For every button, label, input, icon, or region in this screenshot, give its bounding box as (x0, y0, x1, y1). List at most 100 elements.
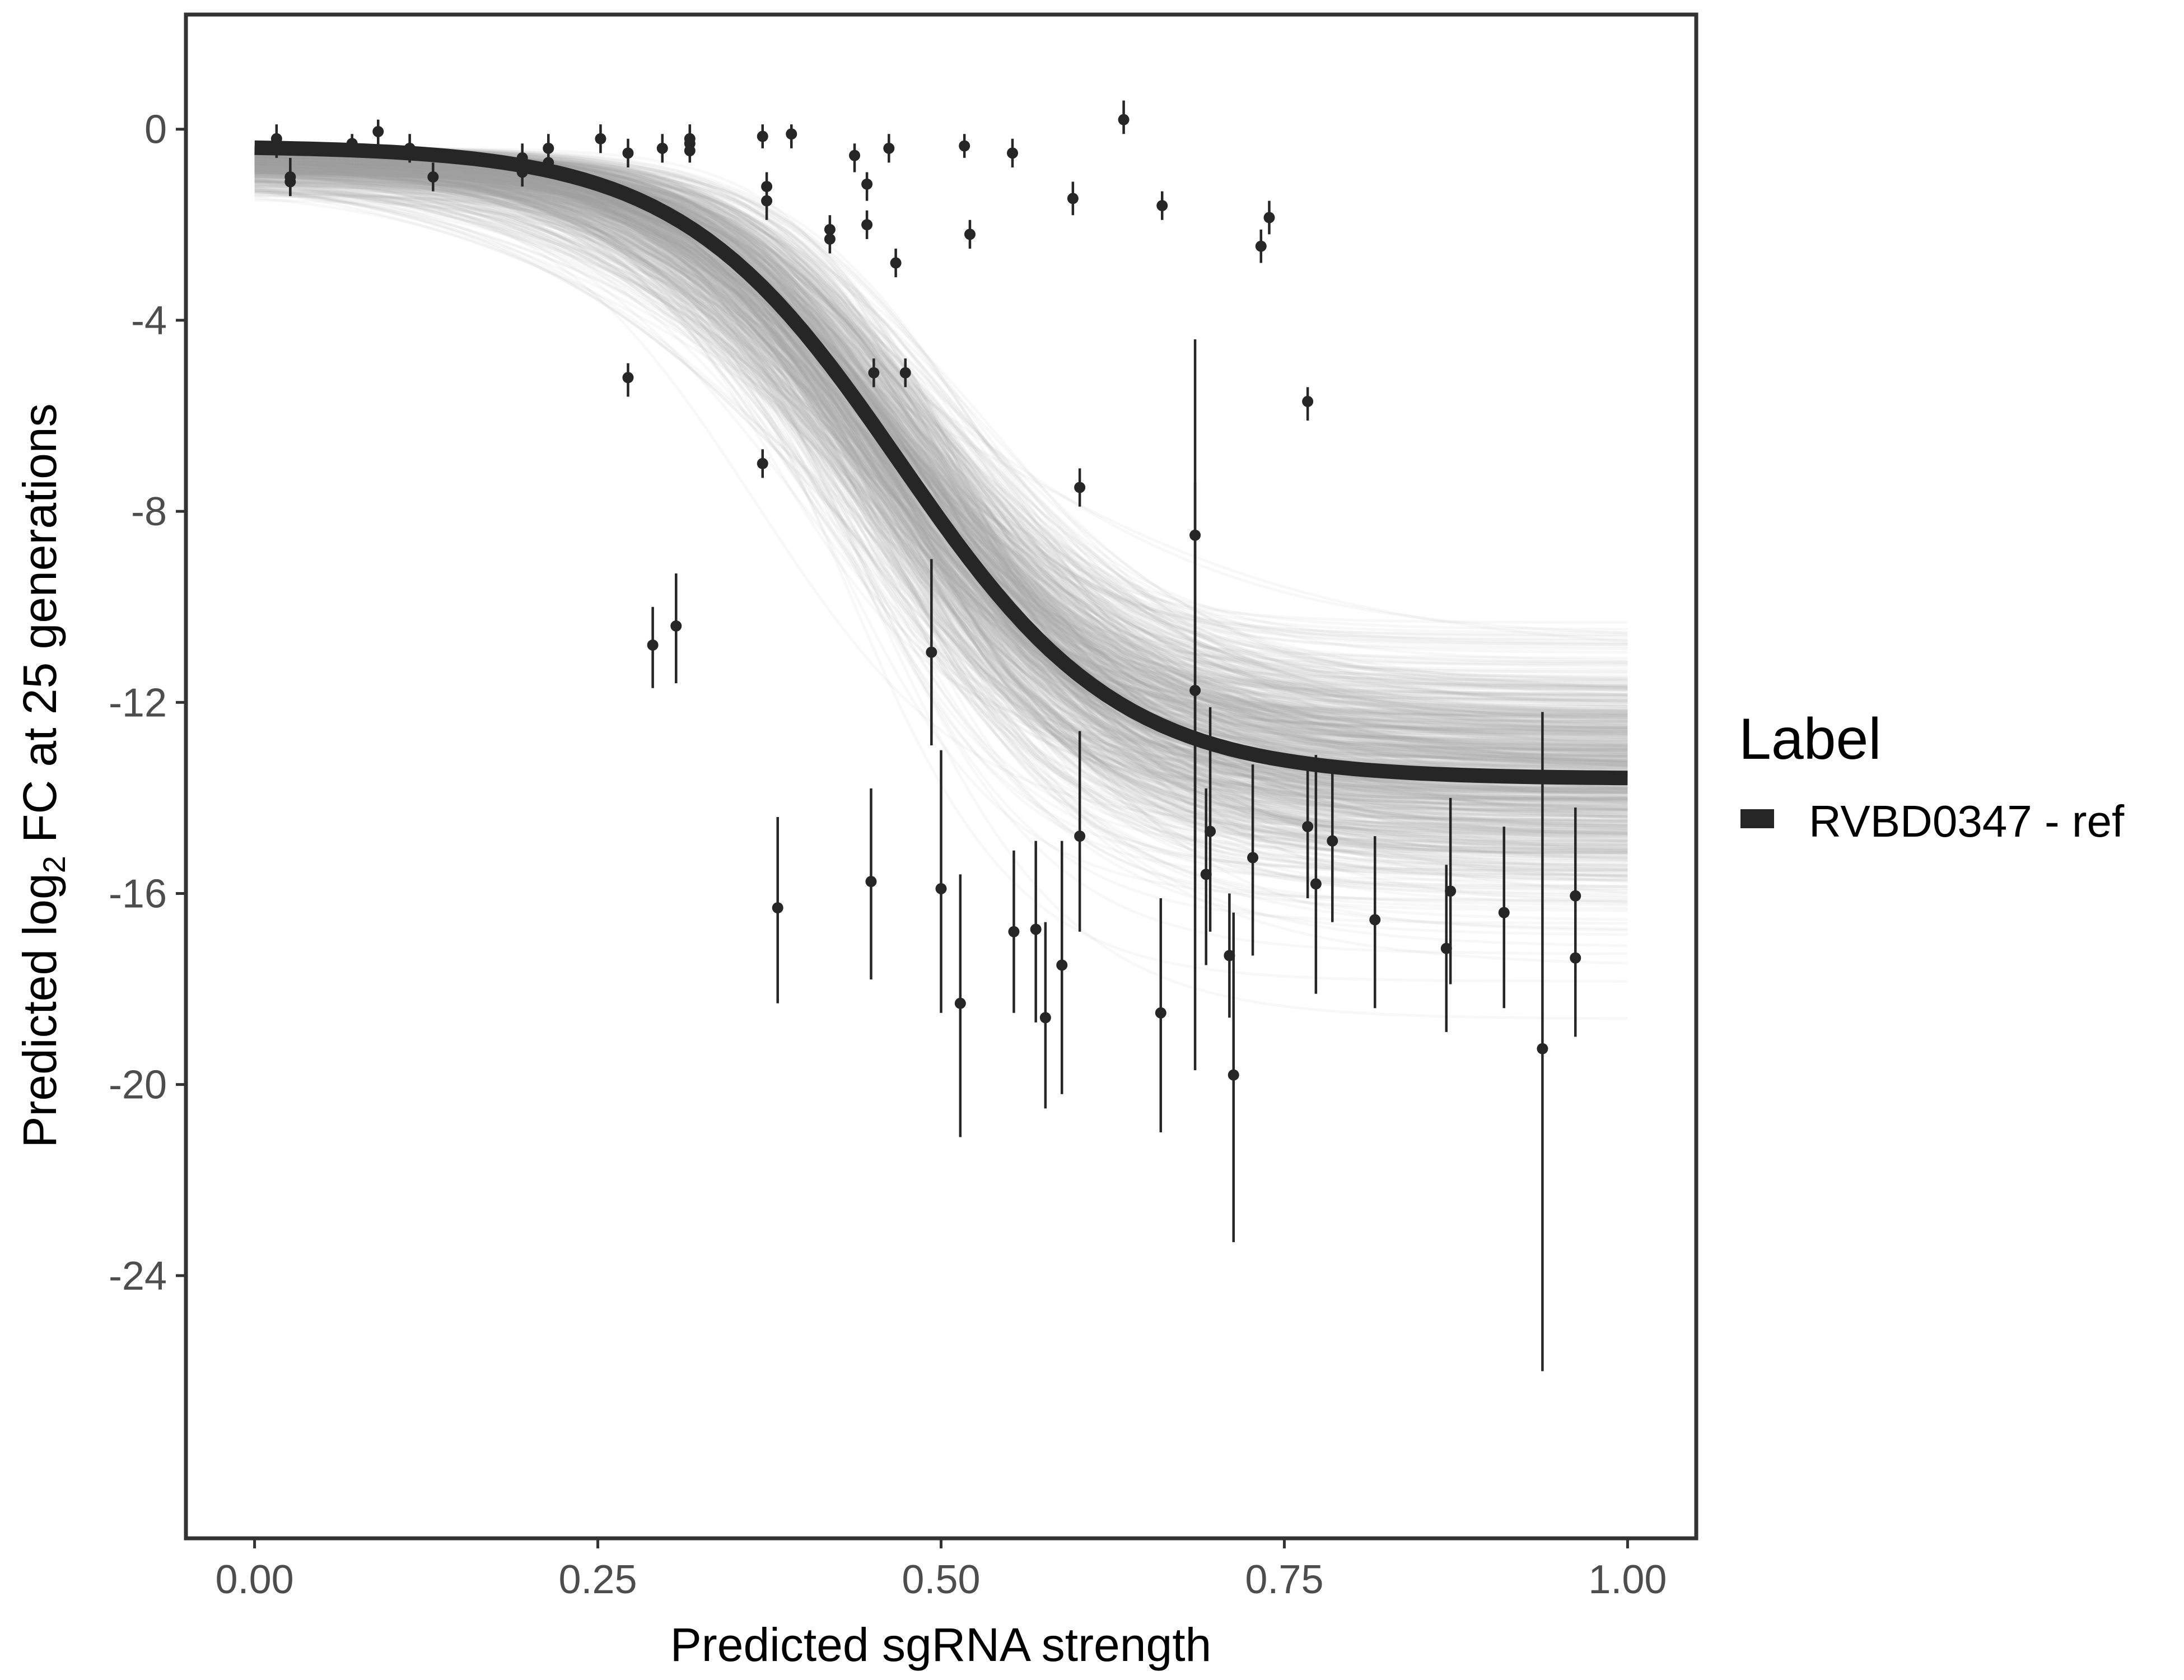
posterior-draw-line (254, 156, 1628, 758)
posterior-draw-line (254, 180, 1628, 852)
posterior-draw-line (254, 193, 1628, 766)
legend-entry-label: RVBD0347 - ref (1809, 796, 2125, 846)
posterior-draw-line (254, 157, 1628, 746)
posterior-draw-line (254, 158, 1628, 817)
posterior-draw-line (254, 157, 1628, 635)
data-point (1056, 959, 1068, 971)
posterior-draw-line (254, 154, 1628, 750)
posterior-draw-line (254, 150, 1628, 802)
posterior-draw-line (254, 162, 1628, 737)
posterior-draw-line (254, 169, 1628, 872)
posterior-draw-line (254, 155, 1628, 832)
x-tick-label: 0.25 (558, 1557, 637, 1602)
posterior-draw-line (254, 146, 1628, 764)
posterior-draw-line (254, 157, 1628, 749)
x-tick-label: 0.00 (216, 1557, 294, 1602)
x-axis-title: Predicted sgRNA strength (670, 1618, 1212, 1671)
posterior-draw-line (254, 175, 1628, 711)
posterior-draw-line (254, 161, 1628, 854)
posterior-draw-line (254, 166, 1628, 786)
posterior-draw-line (254, 163, 1628, 682)
posterior-draw-line (254, 151, 1628, 749)
posterior-draw-line (254, 166, 1628, 834)
posterior-draw-line (254, 157, 1628, 851)
posterior-draw-line (254, 167, 1628, 839)
posterior-draw-line (254, 176, 1628, 750)
posterior-draw-line (254, 189, 1628, 764)
posterior-draw-line (254, 171, 1628, 731)
posterior-draw-line (254, 162, 1628, 787)
posterior-draw-line (254, 162, 1628, 764)
data-point (865, 876, 877, 888)
data-point (1067, 193, 1079, 204)
posterior-draw-line (254, 152, 1628, 854)
posterior-draw-line (254, 156, 1628, 823)
posterior-draw-line (254, 182, 1628, 884)
posterior-draw-line (254, 167, 1628, 768)
data-point (849, 150, 861, 161)
posterior-draw-line (254, 158, 1628, 732)
posterior-draw-line (254, 165, 1628, 703)
posterior-draw-line (254, 167, 1628, 767)
data-point (1302, 821, 1314, 833)
x-tick-label: 0.75 (1245, 1557, 1323, 1602)
posterior-draw-line (254, 147, 1628, 731)
posterior-draw-line (254, 177, 1628, 824)
posterior-draw-line (254, 163, 1628, 767)
data-point (622, 372, 634, 384)
posterior-draw-line (254, 151, 1628, 727)
posterior-draw-line (254, 162, 1628, 703)
x-axis: 0.00 0.25 0.50 0.75 1.00 (216, 1538, 1667, 1602)
posterior-draw-line (254, 174, 1628, 856)
posterior-draw-line (254, 164, 1628, 834)
posterior-draw-line (254, 164, 1628, 763)
posterior-draw-line (254, 164, 1628, 853)
posterior-draw-line (254, 173, 1628, 685)
x-tick-label: 1.00 (1588, 1557, 1667, 1602)
posterior-draw-line (254, 185, 1628, 795)
posterior-draw-line (254, 152, 1628, 769)
posterior-draw-line (254, 177, 1628, 836)
data-point (1537, 1043, 1548, 1054)
posterior-draw-line (254, 170, 1628, 692)
posterior-draw-line (254, 162, 1628, 732)
posterior-draw-line (254, 170, 1628, 744)
posterior-draw-line (254, 147, 1628, 793)
data-point (1205, 825, 1216, 837)
posterior-draw-line (254, 160, 1628, 876)
posterior-draw-line (254, 173, 1628, 790)
posterior-draw-line (254, 156, 1628, 855)
posterior-draw-line (254, 171, 1628, 714)
posterior-draw-line (254, 162, 1628, 791)
posterior-draw-line (254, 198, 1628, 732)
data-point (959, 140, 970, 152)
posterior-draw-line (254, 165, 1628, 729)
posterior-draw-line (254, 179, 1628, 764)
data-point (824, 233, 836, 245)
posterior-draw-line (254, 152, 1628, 860)
posterior-draw-line (254, 194, 1628, 805)
legend-title: Label (1739, 707, 1881, 772)
data-point (1155, 1007, 1166, 1019)
posterior-draw-line (254, 153, 1628, 882)
posterior-draw-line (254, 152, 1628, 745)
posterior-draw-line (254, 151, 1628, 835)
data-point (684, 133, 696, 144)
posterior-draw-line (254, 150, 1628, 722)
posterior-draw-line (254, 161, 1628, 736)
posterior-draw-line (254, 170, 1628, 758)
posterior-draw-line (254, 170, 1628, 759)
posterior-draw-line (254, 152, 1628, 848)
posterior-draw-line (254, 153, 1628, 756)
posterior-draw-line (254, 153, 1628, 936)
posterior-draw-line (254, 186, 1628, 740)
posterior-draw-line (254, 161, 1628, 819)
posterior-draw-line (254, 158, 1628, 827)
posterior-draw-line (254, 162, 1628, 888)
data-point (1189, 684, 1201, 696)
data-point (516, 166, 528, 178)
data-point (954, 997, 966, 1009)
posterior-draw-line (254, 146, 1628, 645)
data-point (270, 133, 282, 144)
posterior-draw-line (254, 171, 1628, 745)
